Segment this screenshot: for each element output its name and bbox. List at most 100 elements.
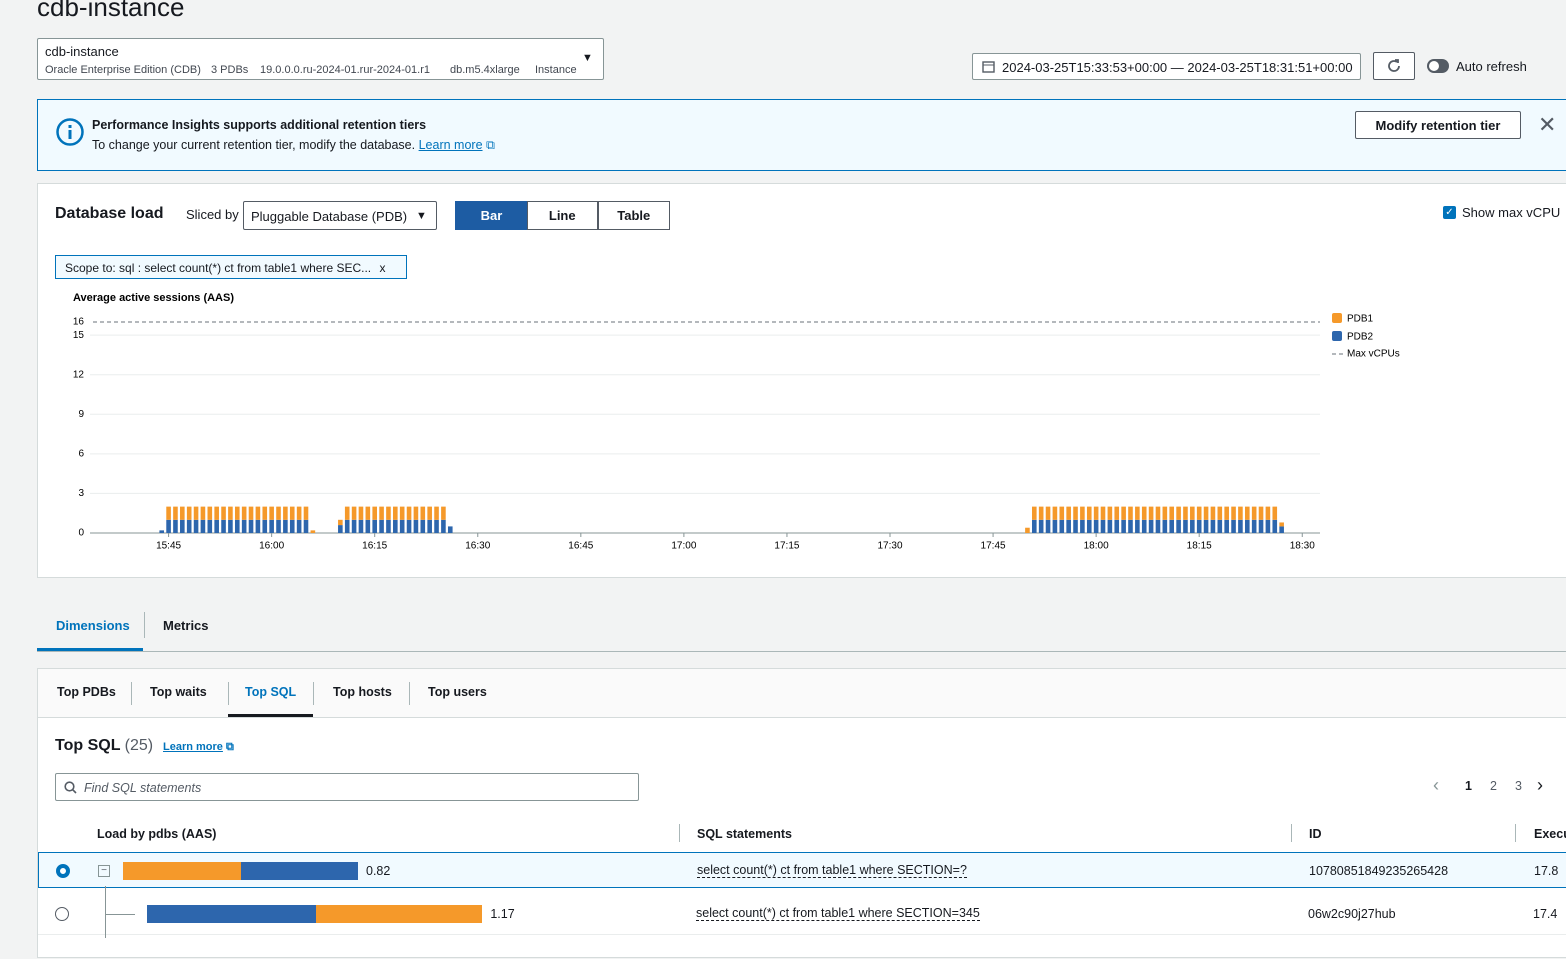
scope-text: Scope to: sql : select count(*) ct from … [65, 261, 372, 275]
bar-segment [1086, 519, 1092, 533]
page-number[interactable]: 1 [1465, 779, 1472, 793]
bar-segment [1086, 506, 1092, 520]
expand-icon[interactable]: − [98, 865, 110, 877]
bar-segment [234, 519, 240, 533]
bar-segment [173, 519, 178, 533]
sub-tab-separator [131, 682, 132, 705]
radio[interactable] [55, 906, 69, 921]
sub-tab[interactable]: Top hosts [333, 685, 392, 699]
bar-segment [207, 506, 213, 520]
bar-segment [1128, 519, 1133, 533]
bar-segment [420, 519, 426, 533]
modify-button[interactable]: Modify retention tier [1355, 111, 1521, 139]
bar-segment [1114, 519, 1120, 533]
bar-segment [1224, 519, 1229, 533]
bar-segment [248, 519, 254, 533]
bar-segment [1141, 519, 1147, 533]
sub-tab[interactable]: Top users [428, 685, 487, 699]
sliced-by-select[interactable]: Pluggable Database (PDB) ▼ [243, 201, 437, 230]
banner-link[interactable]: Learn more [418, 138, 483, 152]
bar-segment [303, 519, 309, 533]
bar-segment [1059, 519, 1065, 533]
info-banner: Performance Insights supports additional… [37, 99, 1566, 171]
sub-tab[interactable]: Top waits [150, 685, 207, 699]
bar-segment [283, 506, 288, 520]
bar-segment [255, 519, 261, 533]
bar-segment [1155, 506, 1161, 520]
legend-label: PDB1 [1347, 314, 1374, 325]
page-number[interactable]: 2 [1490, 779, 1497, 793]
bar-segment [248, 506, 254, 520]
bar-segment [1025, 527, 1030, 533]
view-switch: Bar Line Table [455, 201, 670, 230]
bar-segment [1080, 506, 1085, 520]
bar-segment [1190, 519, 1195, 533]
x-tick-label: 17:30 [877, 541, 902, 552]
bar-segment [1210, 519, 1216, 533]
view-button[interactable]: Table [598, 201, 670, 230]
bar-segment [1169, 519, 1175, 533]
bar-segment [447, 526, 453, 533]
info-icon [56, 118, 84, 146]
search-icon [64, 781, 77, 794]
instance-detail: Instance [535, 64, 577, 76]
bar-segment [441, 519, 446, 533]
bar-segment [1231, 519, 1236, 533]
bar-segment [241, 506, 247, 520]
y-tick-label: 9 [78, 409, 84, 420]
sub-tab[interactable]: Top PDBs [57, 685, 116, 699]
sub-tab-separator [409, 682, 410, 705]
checkbox[interactable]: ✓ [1443, 206, 1456, 219]
calendar-icon [982, 61, 995, 73]
next-page[interactable]: › [1537, 775, 1543, 795]
chart: Average active sessions (AAS) 0 3 6 9 12 15 16 1… [73, 292, 1400, 552]
section-title: Top SQL (25) [55, 737, 153, 755]
banner-text: To change your current retention tier, m… [92, 138, 495, 153]
search-input[interactable]: Find SQL statements [55, 773, 639, 801]
bar-segment [296, 506, 302, 520]
view-button[interactable]: Line [526, 201, 598, 230]
bar-segment [1210, 506, 1216, 520]
external-icon: ⧉ [225, 741, 234, 753]
bar-segment [1107, 519, 1113, 533]
sql-statement[interactable]: select count(*) ct from table1 where SEC… [696, 905, 980, 921]
bar-segment [393, 519, 398, 533]
refresh-button[interactable] [1373, 52, 1415, 80]
view-button[interactable]: Bar [455, 201, 528, 230]
bar-segment [386, 506, 391, 520]
bar-segment [351, 506, 357, 520]
bar-segment [1128, 506, 1133, 520]
bar-segment [1217, 519, 1223, 533]
close-button[interactable]: ✕ [1538, 112, 1557, 137]
top-sql-link[interactable]: Learn more [163, 741, 223, 753]
bar-segment [1100, 519, 1106, 533]
prev-page[interactable]: ‹ [1433, 775, 1439, 795]
x-tick-label: 18:30 [1290, 541, 1315, 552]
banner-title: Performance Insights supports additional… [92, 118, 427, 132]
instance-select[interactable]: cdb-instance ▼ Oracle Enterprise Edition… [37, 38, 604, 80]
bar-segment [372, 519, 378, 533]
top-sql-title: Top SQL [55, 737, 121, 754]
legend-swatch [1332, 331, 1342, 341]
sql-statement[interactable]: select count(*) ct from table1 where SEC… [697, 863, 967, 878]
bar-segment [1121, 506, 1126, 520]
bar-segment [1162, 506, 1168, 520]
tab[interactable]: Dimensions [56, 618, 130, 633]
search-placeholder: Find SQL statements [84, 781, 202, 795]
tab[interactable]: Metrics [163, 618, 209, 633]
sub-tab[interactable]: Top SQL [245, 685, 297, 699]
y-tick-label: 3 [78, 488, 84, 499]
tab-underline [37, 648, 143, 651]
bar-segment [200, 506, 206, 520]
toggle-knob [1429, 61, 1439, 71]
bar-segment [1196, 506, 1202, 520]
bar-segment [1183, 506, 1188, 520]
scope-close[interactable]: x [379, 261, 386, 275]
time-range[interactable]: 2024-03-25T15:33:53+00:00 — 2024-03-25T1… [972, 53, 1361, 80]
toggle[interactable] [1427, 59, 1449, 73]
page-number[interactable]: 3 [1515, 779, 1522, 793]
radio[interactable] [56, 864, 70, 878]
bar-segment [413, 519, 419, 533]
x-tick-label: 18:00 [1084, 541, 1109, 552]
bar-segment [1251, 519, 1257, 533]
